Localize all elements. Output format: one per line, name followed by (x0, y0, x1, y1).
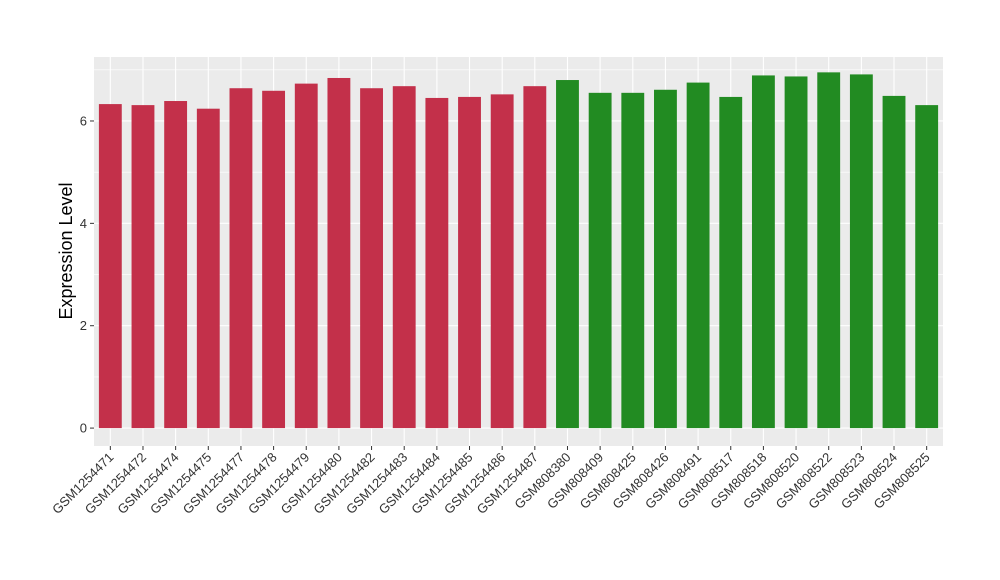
bar-GSM808409 (588, 92, 612, 429)
bar-GSM1254486 (490, 94, 514, 429)
bar-GSM1254479 (294, 83, 318, 429)
bar-GSM1254474 (164, 101, 188, 429)
bar-GSM1254484 (425, 97, 449, 429)
bar-GSM1254478 (262, 90, 286, 429)
y-axis: 0 2 4 6 (80, 113, 94, 436)
y-tick-label: 6 (80, 113, 87, 128)
bar-GSM808525 (915, 105, 939, 429)
bar-GSM1254487 (523, 86, 547, 429)
bar-GSM1254485 (458, 96, 481, 429)
bar-GSM808518 (751, 75, 775, 429)
bar-GSM808491 (686, 82, 710, 429)
bar-GSM1254471 (98, 104, 122, 429)
y-tick-label: 4 (80, 216, 87, 231)
bar-GSM808522 (817, 72, 841, 429)
bar-GSM1254483 (392, 86, 416, 429)
bar-GSM1254477 (229, 88, 253, 429)
x-axis: GSM1254471GSM1254472GSM1254474GSM1254475… (49, 446, 933, 517)
bar-GSM808517 (719, 96, 743, 429)
bar-GSM808523 (849, 74, 873, 429)
y-axis-title: Expression Level (56, 182, 76, 319)
bar-GSM808520 (784, 76, 808, 429)
bar-GSM1254475 (196, 108, 220, 429)
bar-GSM808380 (556, 80, 579, 429)
bar-GSM1254480 (327, 77, 351, 429)
bar-GSM808425 (621, 92, 645, 429)
y-tick-label: 2 (80, 318, 87, 333)
y-tick-label: 0 (80, 421, 87, 436)
bar-GSM1254482 (360, 88, 383, 429)
plot-panel (94, 57, 943, 446)
bar-GSM808426 (654, 89, 677, 429)
bar-GSM808524 (882, 95, 906, 429)
bars-group (98, 72, 939, 429)
bar-GSM1254472 (131, 105, 155, 429)
